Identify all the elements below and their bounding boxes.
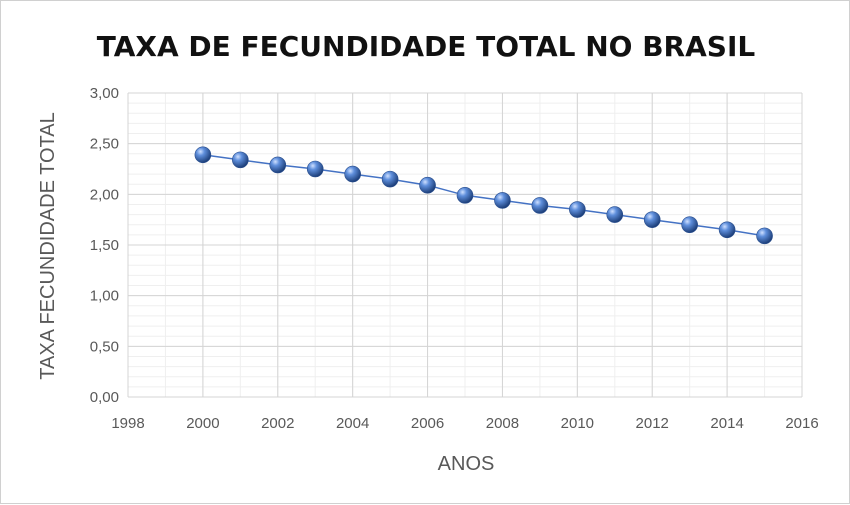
x-tick-label: 2002 xyxy=(261,415,294,432)
data-point xyxy=(419,176,436,194)
x-tick-label: 2014 xyxy=(710,415,743,432)
y-tick-label: 0,50 xyxy=(90,338,119,355)
x-tick-label: 2006 xyxy=(411,415,444,432)
data-point xyxy=(344,165,361,183)
data-point xyxy=(718,221,736,239)
data-point xyxy=(569,201,586,218)
data-point xyxy=(269,156,287,174)
x-tick-label: 2010 xyxy=(561,415,594,432)
gridlines xyxy=(127,92,803,398)
data-point xyxy=(232,151,249,169)
data-point xyxy=(194,146,212,164)
x-tick-label: 2016 xyxy=(785,415,818,432)
x-tick-label: 2008 xyxy=(486,415,519,432)
data-point xyxy=(494,192,511,209)
data-point xyxy=(306,160,324,178)
series-line xyxy=(202,154,765,237)
data-point xyxy=(643,211,661,228)
data-point xyxy=(381,170,399,188)
y-tick-label: 2,00 xyxy=(90,186,119,203)
x-axis-label: ANOS xyxy=(438,453,495,475)
y-tick-label: 2,50 xyxy=(90,136,119,153)
x-tick-label: 2000 xyxy=(186,415,219,432)
chart-title: TAXA DE FECUNDIDADE TOTAL NO BRASIL xyxy=(97,30,756,63)
y-axis-label: TAXA FECUNDIDADE TOTAL xyxy=(37,112,59,379)
data-point xyxy=(531,197,549,214)
x-tick-label: 2012 xyxy=(636,415,669,432)
x-tick-label: 1998 xyxy=(111,415,144,432)
data-point xyxy=(681,216,698,234)
data-point xyxy=(456,187,474,204)
data-point xyxy=(606,206,624,223)
y-tick-label: 1,00 xyxy=(90,288,119,305)
y-tick-label: 1,50 xyxy=(90,237,119,254)
y-tick-label: 3,00 xyxy=(90,85,119,102)
y-tick-label: 0,00 xyxy=(90,389,119,406)
data-point xyxy=(756,227,773,245)
x-axis-ticks: 1998 2000 2002 2004 2006 2008 2010 2012 2014 2016 xyxy=(111,415,818,432)
x-tick-label: 2004 xyxy=(336,415,369,432)
series xyxy=(194,146,773,245)
y-axis-ticks: 0,00 0,50 1,00 1,50 2,00 2,50 3,00 xyxy=(90,85,119,406)
